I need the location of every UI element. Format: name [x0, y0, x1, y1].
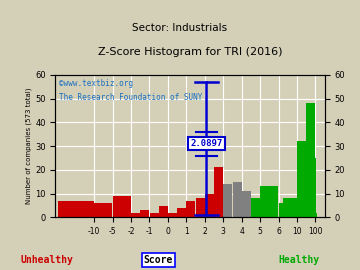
Bar	[205, 194, 214, 217]
Text: The Research Foundation of SUNY: The Research Foundation of SUNY	[59, 93, 203, 102]
Bar	[316, 213, 318, 217]
Bar	[233, 182, 242, 217]
Bar	[270, 187, 278, 217]
Bar	[140, 210, 149, 217]
Bar	[223, 184, 232, 217]
Y-axis label: Number of companies (573 total): Number of companies (573 total)	[26, 88, 32, 204]
Bar	[306, 103, 315, 217]
Bar	[94, 203, 112, 217]
Bar	[113, 196, 131, 217]
Bar	[58, 201, 94, 217]
Bar	[186, 201, 195, 217]
Text: Healthy: Healthy	[278, 255, 319, 265]
Bar	[131, 213, 140, 217]
Text: Unhealthy: Unhealthy	[21, 255, 73, 265]
Bar	[242, 191, 251, 217]
Bar	[297, 141, 306, 217]
Title: Z-Score Histogram for TRI (2016): Z-Score Histogram for TRI (2016)	[98, 48, 282, 58]
Text: 2.0897: 2.0897	[190, 139, 222, 148]
Text: Score: Score	[144, 255, 173, 265]
Bar	[283, 198, 297, 217]
Bar	[168, 213, 177, 217]
Bar	[214, 167, 223, 217]
Bar	[260, 187, 269, 217]
Bar	[177, 208, 186, 217]
Bar	[251, 198, 260, 217]
Bar	[279, 203, 283, 217]
Bar	[150, 213, 158, 217]
Bar	[315, 158, 316, 217]
Bar	[196, 198, 204, 217]
Text: ©www.textbiz.org: ©www.textbiz.org	[59, 79, 134, 88]
Bar	[159, 205, 168, 217]
Text: Sector: Industrials: Sector: Industrials	[132, 23, 228, 33]
